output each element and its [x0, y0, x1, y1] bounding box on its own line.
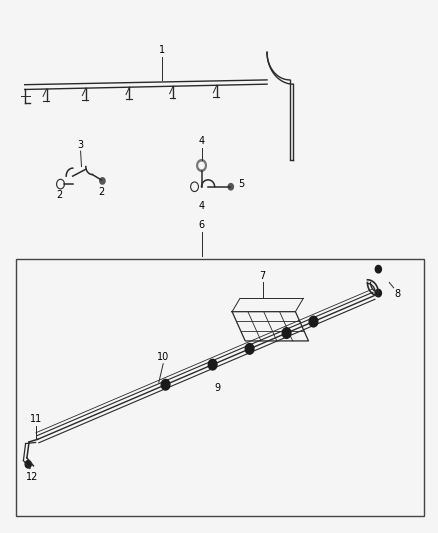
Text: 6: 6: [198, 220, 205, 230]
Circle shape: [309, 316, 318, 327]
Text: 8: 8: [395, 289, 401, 299]
Text: 4: 4: [198, 200, 205, 211]
Text: 7: 7: [260, 271, 266, 281]
Circle shape: [161, 379, 170, 390]
Circle shape: [375, 289, 381, 297]
Text: 2: 2: [57, 190, 63, 200]
Circle shape: [228, 183, 233, 190]
Circle shape: [208, 359, 217, 370]
Circle shape: [197, 160, 206, 171]
Text: 2: 2: [98, 187, 104, 197]
Circle shape: [245, 344, 254, 354]
Text: 4: 4: [198, 136, 205, 147]
Text: 12: 12: [26, 472, 39, 482]
Text: 10: 10: [157, 352, 170, 362]
Text: 9: 9: [214, 383, 220, 393]
Bar: [16, 259, 424, 516]
Text: 1: 1: [159, 45, 165, 55]
Circle shape: [375, 265, 381, 273]
Text: 11: 11: [29, 414, 42, 424]
Circle shape: [25, 461, 31, 468]
Circle shape: [199, 163, 204, 168]
Text: 5: 5: [239, 179, 245, 189]
Circle shape: [100, 177, 105, 184]
Text: 3: 3: [78, 140, 84, 150]
Circle shape: [282, 328, 291, 338]
